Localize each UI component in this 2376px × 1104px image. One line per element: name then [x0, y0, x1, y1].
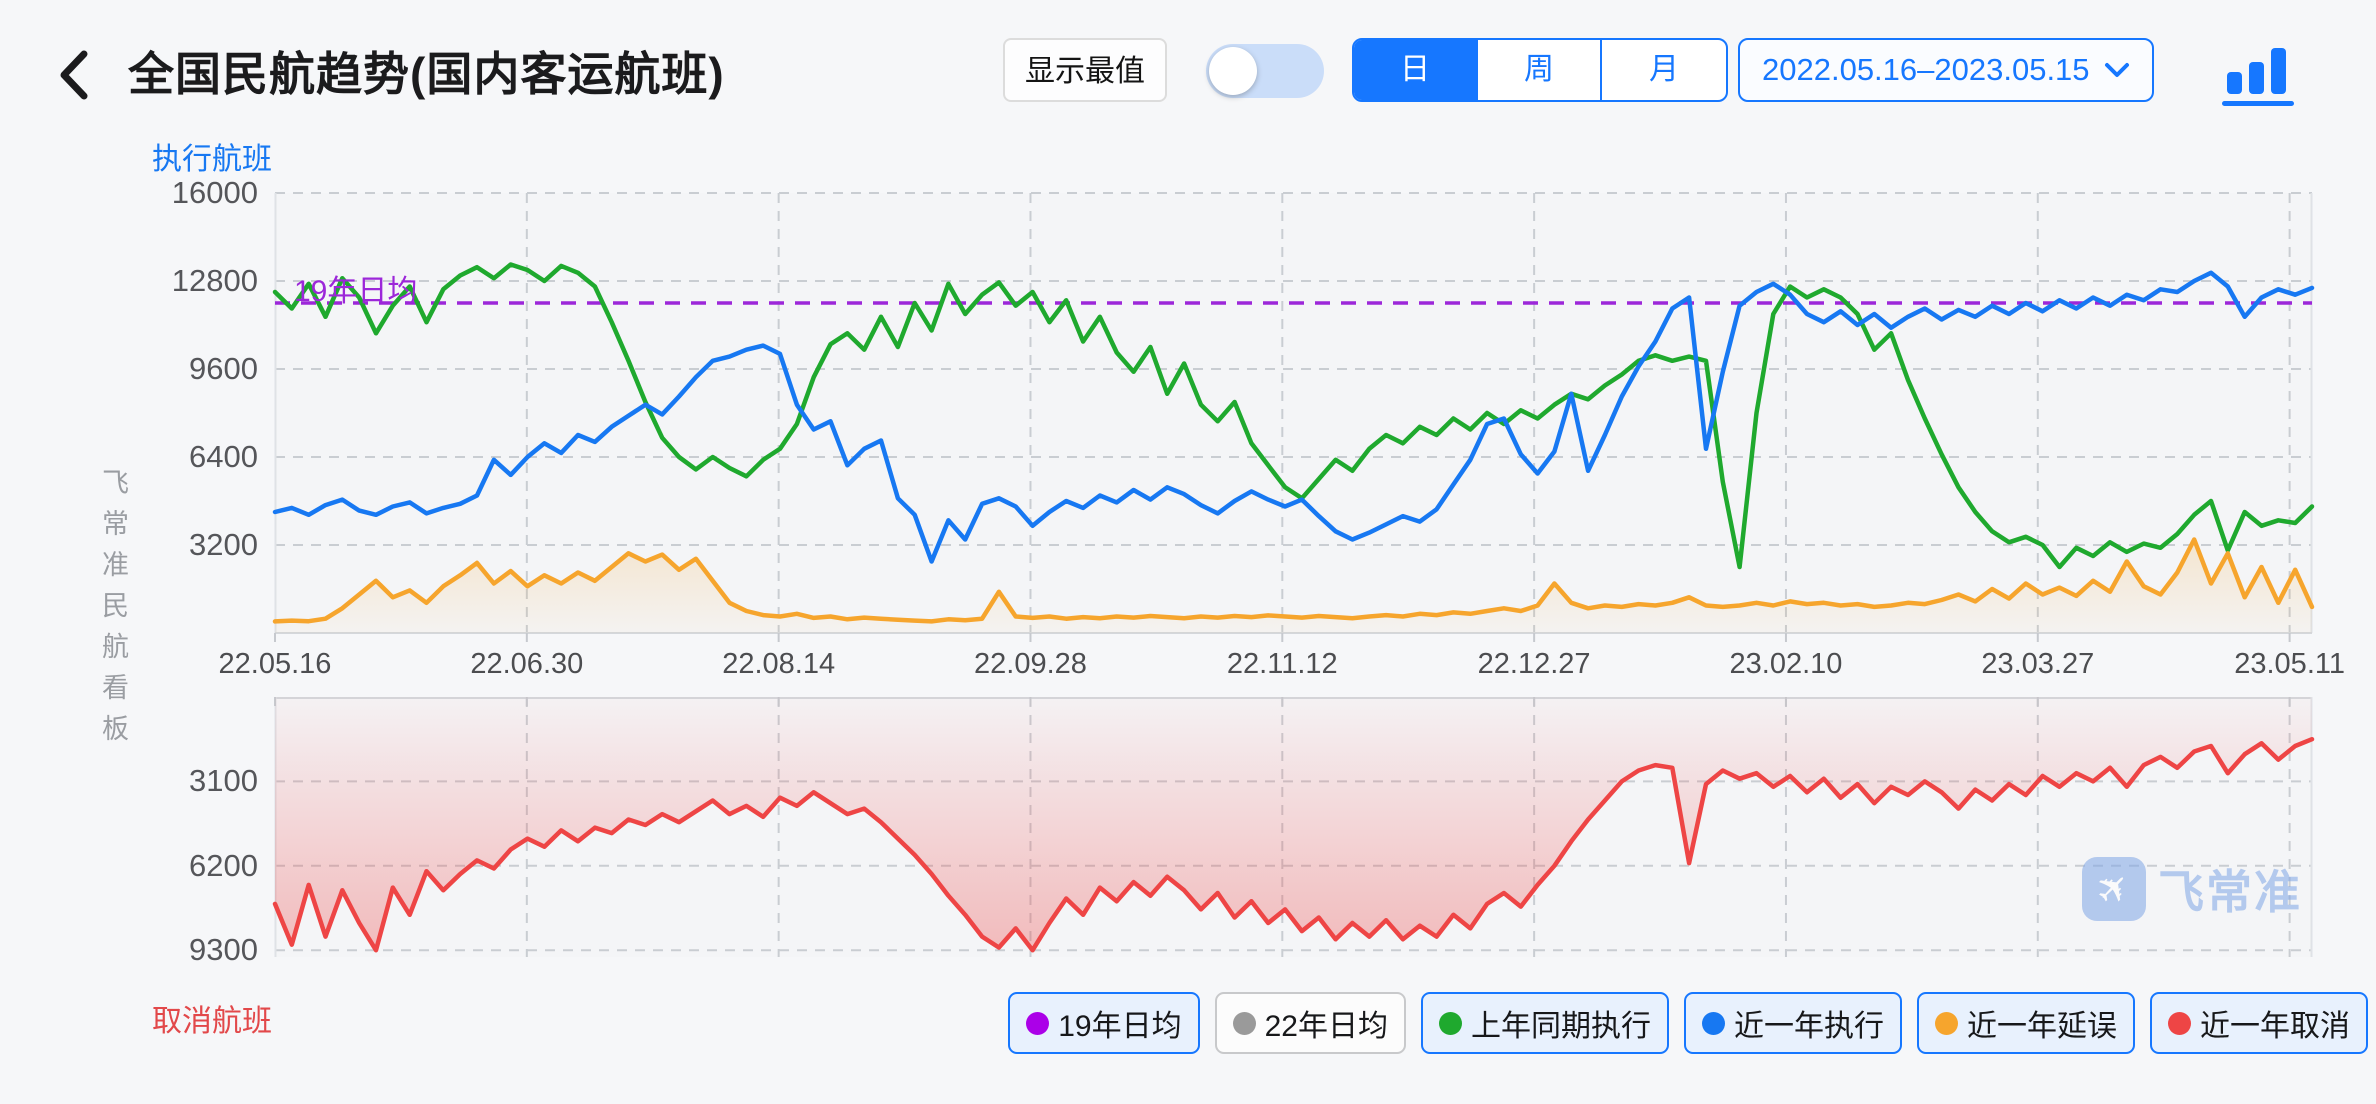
- tab-日[interactable]: 日: [1354, 40, 1478, 100]
- bottom-axis-title: 取消航班: [152, 1005, 272, 1038]
- y-tick-label: 6200: [189, 847, 258, 883]
- legend-item[interactable]: 19年日均: [1008, 992, 1200, 1054]
- legend-label: 近一年取消: [2200, 1010, 2350, 1043]
- date-range-picker[interactable]: 2022.05.16–2023.05.15: [1738, 38, 2154, 102]
- legend-dot: [1232, 1011, 1256, 1035]
- legend-dot: [2168, 1011, 2191, 1035]
- legend-label: 22年日均: [1264, 1010, 1388, 1043]
- y-tick-label: 6400: [189, 439, 258, 474]
- legend-item[interactable]: 近一年延误: [1917, 992, 2135, 1054]
- show-extremes-toggle[interactable]: [1206, 44, 1324, 98]
- legend-dot: [1702, 1011, 1725, 1035]
- y-tick-label: 9300: [189, 932, 258, 968]
- bar-chart-bars: [2227, 48, 2286, 94]
- legend-item[interactable]: 22年日均: [1214, 992, 1406, 1054]
- x-tick-label: 22.12.27: [1477, 648, 1591, 680]
- side-watermark: 飞常准民航看板: [98, 468, 128, 755]
- y-tick-label: 12800: [171, 263, 258, 298]
- legend-item[interactable]: 近一年取消: [2150, 992, 2368, 1054]
- chevron-down-icon: [2104, 63, 2129, 77]
- page-title: 全国民航趋势(国内客运航班): [128, 48, 725, 100]
- top-axis-title: 执行航班: [152, 143, 272, 176]
- legend-item[interactable]: 上年同期执行: [1421, 992, 1669, 1054]
- x-tick-label: 22.05.16: [218, 648, 332, 680]
- legend: 19年日均 22年日均 上年同期执行 近一年执行 近一年延误 近一年取消: [0, 992, 2368, 1054]
- bar-chart-icon[interactable]: [2222, 42, 2296, 106]
- x-tick-label: 23.03.27: [1981, 648, 2095, 680]
- x-tick-label: 22.09.28: [974, 648, 1087, 680]
- brand-watermark-text: 飞常准: [2158, 866, 2302, 918]
- tab-月[interactable]: 月: [1649, 53, 1679, 86]
- executed-flights-chart[interactable]: [272, 192, 2315, 642]
- show-extremes-label: 显示最值: [1003, 38, 1167, 102]
- date-range-value: 2022.05.16–2023.05.15: [1762, 52, 2090, 87]
- ref-line-label: 19年日均: [294, 275, 418, 308]
- x-tick-label: 22.11.12: [1226, 648, 1338, 680]
- x-tick-label: 22.08.14: [722, 648, 836, 680]
- airplane-logo-icon: ✈: [2082, 857, 2146, 921]
- y-tick-label: 9600: [189, 351, 258, 386]
- x-tick-label: 23.02.10: [1729, 648, 1843, 680]
- legend-label: 近一年延误: [1967, 1010, 2117, 1043]
- legend-label: 近一年执行: [1734, 1010, 1884, 1043]
- legend-label: 19年日均: [1058, 1010, 1182, 1043]
- legend-item[interactable]: 近一年执行: [1684, 992, 1902, 1054]
- legend-label: 上年同期执行: [1471, 1010, 1651, 1043]
- cancelled-flights-chart[interactable]: [272, 697, 2315, 957]
- y-tick-label: 3100: [189, 763, 258, 799]
- x-tick-label: 22.06.30: [470, 648, 584, 680]
- y-tick-label: 3200: [189, 527, 258, 562]
- period-tab-group: 日周 月: [1352, 38, 1728, 102]
- legend-dot: [1026, 1011, 1050, 1035]
- legend-dot: [1439, 1011, 1462, 1035]
- legend-dot: [1935, 1011, 1958, 1035]
- toggle-knob: [1209, 47, 1257, 95]
- chevron-left-icon: [60, 50, 88, 100]
- y-tick-label: 16000: [171, 175, 258, 210]
- brand-watermark: ✈ 飞常准: [2082, 856, 2302, 922]
- back-button[interactable]: [52, 46, 96, 104]
- x-tick-label: 23.05.11: [2234, 648, 2345, 680]
- tab-周[interactable]: 周: [1478, 40, 1602, 100]
